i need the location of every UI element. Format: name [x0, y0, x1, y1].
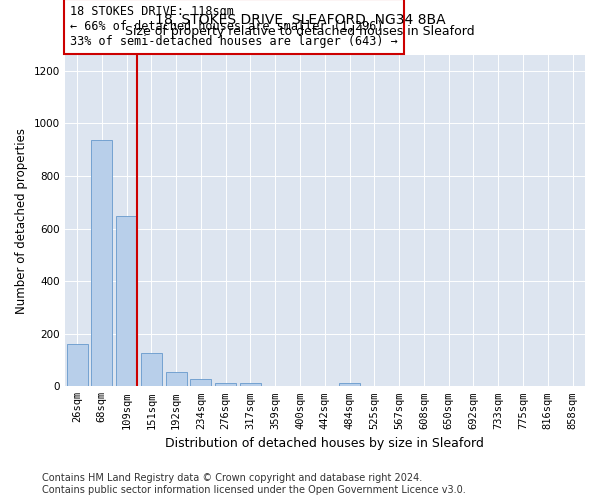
Bar — [190, 379, 211, 386]
Bar — [215, 383, 236, 386]
Text: 18, STOKES DRIVE, SLEAFORD, NG34 8BA: 18, STOKES DRIVE, SLEAFORD, NG34 8BA — [155, 12, 445, 26]
Bar — [67, 344, 88, 387]
Bar — [141, 354, 162, 386]
Text: Contains HM Land Registry data © Crown copyright and database right 2024.
Contai: Contains HM Land Registry data © Crown c… — [42, 474, 466, 495]
X-axis label: Distribution of detached houses by size in Sleaford: Distribution of detached houses by size … — [166, 437, 484, 450]
Y-axis label: Number of detached properties: Number of detached properties — [15, 128, 28, 314]
Bar — [91, 140, 112, 386]
Bar — [116, 216, 137, 386]
Bar — [339, 383, 360, 386]
Bar — [240, 383, 261, 386]
Text: 18 STOKES DRIVE: 118sqm
← 66% of detached houses are smaller (1,296)
33% of semi: 18 STOKES DRIVE: 118sqm ← 66% of detache… — [70, 6, 398, 48]
Bar — [166, 372, 187, 386]
Text: Size of property relative to detached houses in Sleaford: Size of property relative to detached ho… — [125, 25, 475, 38]
